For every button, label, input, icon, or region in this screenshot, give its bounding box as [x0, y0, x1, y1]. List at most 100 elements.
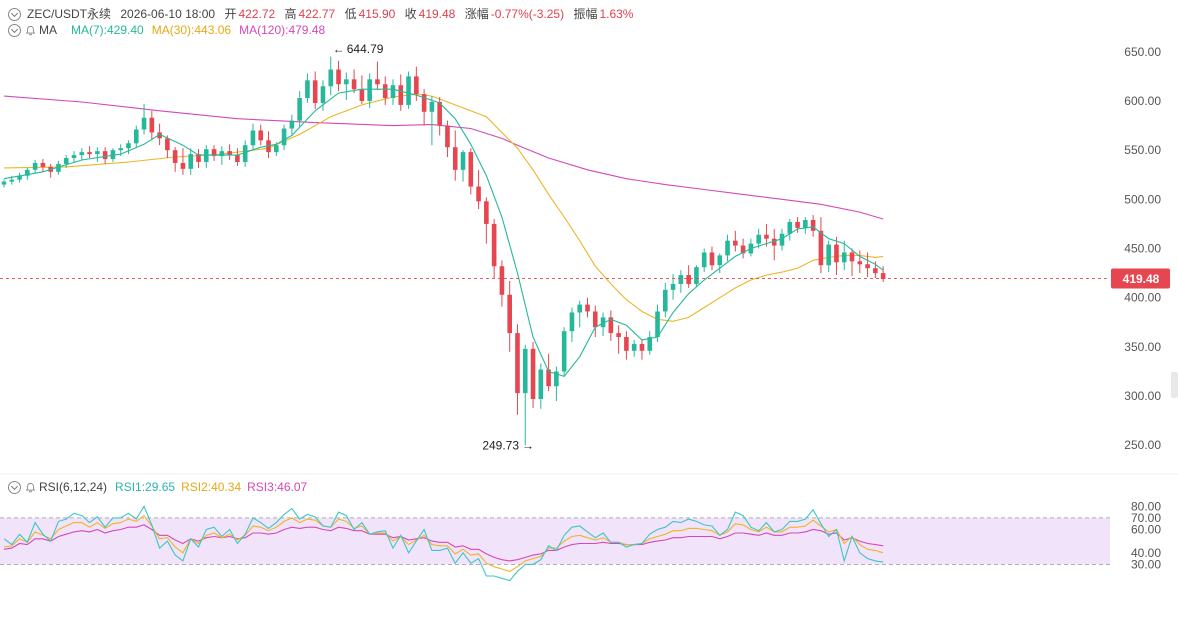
candle	[266, 131, 271, 159]
candle-body	[165, 138, 170, 151]
candle-body	[445, 125, 450, 148]
candle-body	[56, 163, 61, 172]
candle	[398, 74, 404, 111]
candle	[172, 147, 178, 172]
candle-body	[725, 240, 730, 256]
candle-body	[484, 201, 489, 224]
candle-body	[694, 267, 699, 284]
price-tick-label: 500.00	[1124, 192, 1161, 206]
candle-body	[468, 152, 474, 187]
rsi3-legend: RSI3:46.07	[247, 480, 308, 494]
pane-resize-handle[interactable]	[1171, 372, 1178, 398]
candle	[865, 252, 870, 278]
candle-body	[452, 147, 458, 170]
candle-body	[522, 348, 528, 394]
rsi-collapse-icon[interactable]	[8, 480, 21, 494]
candle-body	[414, 76, 419, 95]
candle-body	[631, 343, 637, 351]
extreme-marks: ← 644.79 249.73 →	[333, 42, 534, 453]
low-mark-label: 249.73	[482, 439, 519, 453]
candle-body	[624, 337, 629, 351]
candle-body	[678, 275, 684, 284]
candle	[546, 353, 551, 392]
candle	[367, 73, 372, 108]
candle-body	[592, 311, 598, 328]
open-label: 开	[224, 7, 237, 21]
rsi-tick-label: 40.00	[1131, 546, 1161, 560]
candle	[40, 159, 46, 172]
candle	[79, 148, 85, 160]
candle	[857, 250, 863, 274]
candle	[336, 60, 341, 92]
rsi-tick-label: 80.00	[1131, 499, 1161, 513]
candle	[764, 223, 769, 247]
candle	[880, 266, 886, 282]
candle-body	[172, 150, 178, 163]
candle-body	[577, 304, 583, 313]
candle	[600, 312, 606, 337]
candle-body	[639, 343, 645, 351]
candle-body	[841, 252, 847, 263]
candle-body	[188, 154, 194, 169]
candle-body	[180, 162, 186, 169]
rsi-alert-bell-icon[interactable]	[25, 482, 36, 493]
alert-bell-icon[interactable]	[25, 25, 36, 36]
candle-body	[834, 244, 839, 263]
candle-body	[647, 337, 653, 351]
candle	[203, 145, 209, 168]
candle	[375, 61, 380, 91]
candle-body	[803, 220, 808, 228]
candle-body	[460, 152, 466, 170]
candle-body	[429, 101, 435, 112]
candle	[196, 149, 201, 168]
candle	[694, 265, 699, 287]
candle	[71, 151, 77, 163]
candle-body	[787, 221, 793, 234]
rsi-label: RSI(6,12,24)	[39, 480, 108, 494]
candle-body	[546, 369, 551, 387]
candle	[577, 300, 583, 328]
candle-body	[63, 158, 69, 164]
candle	[795, 217, 800, 233]
candle-body	[779, 233, 785, 246]
candle-body	[102, 151, 108, 160]
rsi-tick-label: 60.00	[1131, 523, 1161, 537]
rsi-legend: RSI(6,12,24) RSI1:29.65 RSI2:40.34 RSI3:…	[8, 480, 307, 494]
candle	[624, 331, 629, 360]
rsi-tick-label: 70.00	[1131, 511, 1161, 525]
candle	[421, 89, 427, 126]
candle-body	[717, 255, 723, 266]
candle	[452, 130, 458, 181]
candle-body	[351, 79, 357, 90]
candle	[468, 148, 474, 195]
ma30-line	[3, 93, 884, 322]
candle-body	[795, 221, 800, 228]
candle-body	[250, 130, 256, 146]
ma-collapse-icon[interactable]	[8, 23, 21, 37]
amplitude-value: 1.63%	[599, 7, 634, 21]
candle	[608, 310, 614, 341]
candle-body	[1, 181, 7, 185]
collapse-toggle-icon[interactable]	[8, 8, 21, 22]
close-label: 收	[404, 7, 417, 21]
last-price-tag	[1111, 268, 1170, 289]
candle-body	[375, 79, 380, 85]
low-mark-arrow: →	[522, 439, 534, 453]
candle	[320, 80, 326, 111]
ma120-line	[3, 95, 884, 220]
candle-body	[515, 333, 520, 394]
candle-body	[211, 149, 217, 157]
candle-body	[196, 154, 201, 162]
candle	[242, 140, 248, 167]
candle	[616, 325, 621, 354]
candle	[631, 340, 637, 357]
candle	[779, 228, 785, 251]
candle	[235, 148, 240, 166]
candle	[499, 260, 505, 307]
candle-body	[771, 238, 777, 246]
candle	[647, 331, 653, 355]
candle	[592, 305, 598, 338]
candle	[756, 228, 761, 249]
